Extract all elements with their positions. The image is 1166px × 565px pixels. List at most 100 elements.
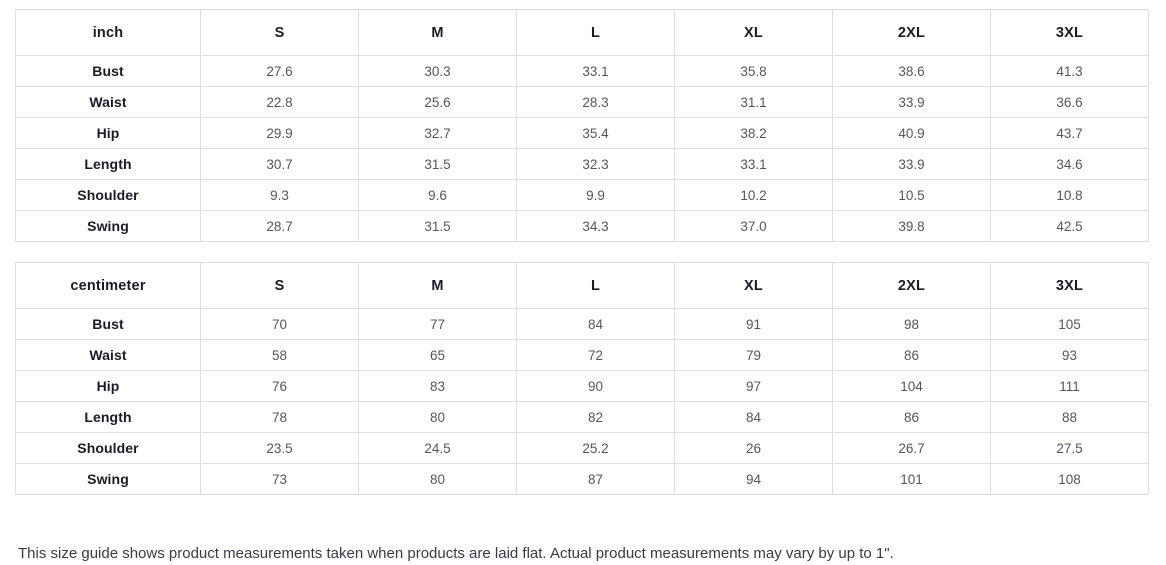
cell-length-m: 80 (358, 401, 517, 433)
cell-shoulder-l: 25.2 (516, 432, 675, 464)
cell-hip-xl: 38.2 (674, 117, 833, 149)
cell-length-3xl: 34.6 (990, 148, 1149, 180)
cell-length-xl: 33.1 (674, 148, 833, 180)
unit-header-centimeter: centimeter (15, 262, 201, 309)
row-label-waist: Waist (15, 339, 201, 371)
cell-swing-m: 80 (358, 463, 517, 495)
table-row: Bust 27.6 30.3 33.1 35.8 38.6 41.3 (15, 55, 1149, 87)
table-body: Bust 70 77 84 91 98 105 Waist 58 65 72 7… (15, 308, 1149, 495)
cell-hip-2xl: 104 (832, 370, 991, 402)
size-table-inch-container: inch S M L XL 2XL 3XL Bust 27.6 30.3 33.… (0, 9, 1149, 242)
cell-bust-3xl: 41.3 (990, 55, 1149, 87)
cell-bust-m: 77 (358, 308, 517, 340)
size-header-3xl: 3XL (990, 9, 1149, 56)
cell-hip-m: 83 (358, 370, 517, 402)
cell-swing-m: 31.5 (358, 210, 517, 242)
cell-shoulder-s: 23.5 (200, 432, 359, 464)
table-row: Length 78 80 82 84 86 88 (15, 401, 1149, 433)
table-row: Bust 70 77 84 91 98 105 (15, 308, 1149, 340)
cell-length-3xl: 88 (990, 401, 1149, 433)
cell-length-2xl: 86 (832, 401, 991, 433)
cell-hip-3xl: 43.7 (990, 117, 1149, 149)
cell-length-s: 30.7 (200, 148, 359, 180)
cell-hip-l: 90 (516, 370, 675, 402)
cell-length-2xl: 33.9 (832, 148, 991, 180)
cell-waist-s: 58 (200, 339, 359, 371)
cell-waist-s: 22.8 (200, 86, 359, 118)
size-header-xl: XL (674, 262, 833, 309)
cell-bust-2xl: 38.6 (832, 55, 991, 87)
cell-waist-2xl: 86 (832, 339, 991, 371)
cell-shoulder-l: 9.9 (516, 179, 675, 211)
cell-hip-2xl: 40.9 (832, 117, 991, 149)
row-label-shoulder: Shoulder (15, 432, 201, 464)
cell-hip-l: 35.4 (516, 117, 675, 149)
cell-waist-2xl: 33.9 (832, 86, 991, 118)
cell-shoulder-3xl: 27.5 (990, 432, 1149, 464)
table-header-row: inch S M L XL 2XL 3XL (15, 9, 1149, 56)
cell-bust-s: 70 (200, 308, 359, 340)
table-row: Shoulder 23.5 24.5 25.2 26 26.7 27.5 (15, 432, 1149, 464)
table-row: Waist 58 65 72 79 86 93 (15, 339, 1149, 371)
cell-shoulder-3xl: 10.8 (990, 179, 1149, 211)
cell-shoulder-s: 9.3 (200, 179, 359, 211)
table-row: Length 30.7 31.5 32.3 33.1 33.9 34.6 (15, 148, 1149, 180)
size-header-2xl: 2XL (832, 262, 991, 309)
cell-waist-xl: 79 (674, 339, 833, 371)
row-label-length: Length (15, 401, 201, 433)
row-label-bust: Bust (15, 55, 201, 87)
cell-swing-3xl: 42.5 (990, 210, 1149, 242)
cell-waist-m: 65 (358, 339, 517, 371)
table-row: Waist 22.8 25.6 28.3 31.1 33.9 36.6 (15, 86, 1149, 118)
size-header-m: M (358, 9, 517, 56)
row-label-hip: Hip (15, 370, 201, 402)
size-table-inch: inch S M L XL 2XL 3XL Bust 27.6 30.3 33.… (15, 9, 1149, 242)
size-header-l: L (516, 9, 675, 56)
cell-swing-l: 34.3 (516, 210, 675, 242)
row-label-hip: Hip (15, 117, 201, 149)
table-head: inch S M L XL 2XL 3XL (15, 9, 1149, 56)
cell-swing-s: 28.7 (200, 210, 359, 242)
cell-swing-xl: 94 (674, 463, 833, 495)
cell-swing-l: 87 (516, 463, 675, 495)
row-label-swing: Swing (15, 463, 201, 495)
cell-swing-xl: 37.0 (674, 210, 833, 242)
row-label-waist: Waist (15, 86, 201, 118)
table-head: centimeter S M L XL 2XL 3XL (15, 262, 1149, 309)
cell-shoulder-xl: 26 (674, 432, 833, 464)
cell-length-s: 78 (200, 401, 359, 433)
cell-swing-3xl: 108 (990, 463, 1149, 495)
cell-hip-xl: 97 (674, 370, 833, 402)
cell-hip-3xl: 111 (990, 370, 1149, 402)
size-header-m: M (358, 262, 517, 309)
cell-length-l: 32.3 (516, 148, 675, 180)
table-row: Shoulder 9.3 9.6 9.9 10.2 10.5 10.8 (15, 179, 1149, 211)
size-header-2xl: 2XL (832, 9, 991, 56)
cell-shoulder-m: 24.5 (358, 432, 517, 464)
cell-length-m: 31.5 (358, 148, 517, 180)
cell-hip-s: 29.9 (200, 117, 359, 149)
cell-bust-l: 84 (516, 308, 675, 340)
cell-length-l: 82 (516, 401, 675, 433)
cell-hip-m: 32.7 (358, 117, 517, 149)
cell-bust-3xl: 105 (990, 308, 1149, 340)
row-label-bust: Bust (15, 308, 201, 340)
cell-swing-s: 73 (200, 463, 359, 495)
cell-waist-xl: 31.1 (674, 86, 833, 118)
cell-waist-m: 25.6 (358, 86, 517, 118)
cell-bust-2xl: 98 (832, 308, 991, 340)
cell-shoulder-m: 9.6 (358, 179, 517, 211)
cell-bust-s: 27.6 (200, 55, 359, 87)
cell-shoulder-xl: 10.2 (674, 179, 833, 211)
cell-bust-xl: 35.8 (674, 55, 833, 87)
table-row: Hip 29.9 32.7 35.4 38.2 40.9 43.7 (15, 117, 1149, 149)
cell-bust-m: 30.3 (358, 55, 517, 87)
table-row: Swing 28.7 31.5 34.3 37.0 39.8 42.5 (15, 210, 1149, 242)
cell-swing-2xl: 39.8 (832, 210, 991, 242)
size-header-3xl: 3XL (990, 262, 1149, 309)
row-label-length: Length (15, 148, 201, 180)
table-header-row: centimeter S M L XL 2XL 3XL (15, 262, 1149, 309)
cell-hip-s: 76 (200, 370, 359, 402)
cell-waist-l: 72 (516, 339, 675, 371)
